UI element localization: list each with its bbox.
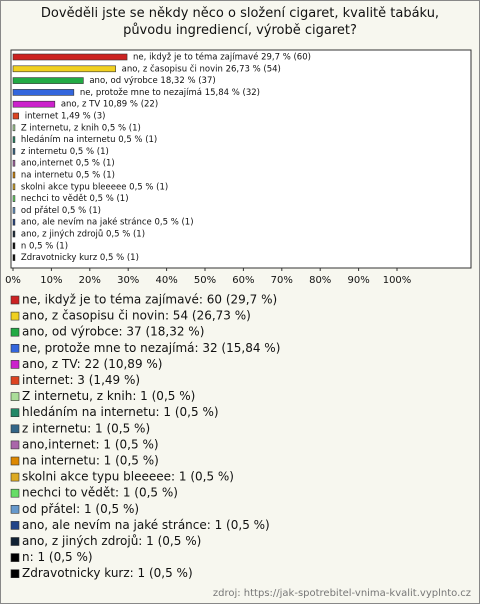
bar xyxy=(12,254,16,261)
legend-swatch xyxy=(10,488,20,498)
legend-swatch xyxy=(10,504,20,514)
bar xyxy=(12,207,16,214)
legend-swatch xyxy=(10,343,20,353)
legend-label: nechci to vědět: 1 (0,5 %) xyxy=(22,486,178,500)
legend-label: ano, z TV: 22 (10,89 %) xyxy=(22,357,162,371)
bar-label: ne, ikdyž je to téma zajímavé 29,7 % (60… xyxy=(133,52,311,63)
legend-swatch xyxy=(10,553,20,562)
bar xyxy=(12,195,16,202)
plot-frame xyxy=(10,49,472,269)
x-tick-label: 50% xyxy=(194,275,216,286)
bar xyxy=(12,242,16,250)
bar-label: nechci to vědět 0,5 % (1) xyxy=(21,194,129,204)
legend-label: skolni akce typu bleeeee: 1 (0,5 %) xyxy=(22,470,234,484)
legend-swatch xyxy=(10,440,20,450)
bar-label: n 0,5 % (1) xyxy=(21,241,68,251)
x-tick-label: 10% xyxy=(40,275,62,286)
legend-label: ano,internet: 1 (0,5 %) xyxy=(22,437,159,451)
bar xyxy=(12,159,16,167)
bar xyxy=(12,65,116,73)
legend-swatch xyxy=(10,327,20,337)
legend-label: na internetu: 1 (0,5 %) xyxy=(22,454,159,468)
bar-label: z internetu 0,5 % (1) xyxy=(21,147,109,157)
legend-label: ano, z jiných zdrojů: 1 (0,5 %) xyxy=(22,534,201,548)
bar xyxy=(12,230,16,238)
legend-label: hledáním na internetu: 1 (0,5 %) xyxy=(22,405,219,419)
legend-label: Zdravotnicky kurz: 1 (0,5 %) xyxy=(22,566,193,580)
legend-label: ano, od výrobce: 37 (18,32 %) xyxy=(22,325,204,339)
bar-label: Z internetu, z knih 0,5 % (1) xyxy=(21,123,141,133)
legend-swatch xyxy=(10,408,20,418)
x-tick-label: 60% xyxy=(232,275,254,286)
x-tick-label: 30% xyxy=(117,275,139,286)
legend-label: ano, ale nevím na jaké stránce: 1 (0,5 %… xyxy=(22,518,270,532)
bar-label: ano,internet 0,5 % (1) xyxy=(21,159,115,169)
bar-label: na internetu 0,5 % (1) xyxy=(21,171,115,181)
bar-label: ano, ale nevím na jaké stránce 0,5 % (1) xyxy=(21,217,194,228)
chart-title: Dověděli jste se někdy něco o složení ci… xyxy=(40,6,440,38)
legend-label: ne, protože mne to nezajímá: 32 (15,84 %… xyxy=(22,341,280,355)
source: zdroj: https://jak-spotrebitel-vnima-kva… xyxy=(213,588,471,599)
bar xyxy=(12,89,75,96)
legend-label: ano, z časopisu či novin: 54 (26,73 %) xyxy=(22,309,251,323)
legend-swatch xyxy=(10,392,20,401)
bar-label: skolni akce typu bleeeee 0,5 % (1) xyxy=(21,182,168,192)
bar xyxy=(12,124,16,132)
legend-swatch xyxy=(10,360,20,369)
legend-swatch xyxy=(10,537,20,546)
bar xyxy=(12,148,16,155)
legend-label: internet: 3 (1,49 %) xyxy=(22,373,140,387)
bar-label: ano, z jiných zdrojů 0,5 % (1) xyxy=(21,229,145,240)
x-tick-label: 40% xyxy=(155,275,177,286)
bar xyxy=(12,53,128,61)
legend-swatch xyxy=(10,311,20,321)
bar xyxy=(12,100,56,108)
bar-label: ne, protože mne to nezajímá 15,84 % (32) xyxy=(80,88,260,98)
bar-label: ano, z TV 10,89 % (22) xyxy=(61,100,158,110)
legend-label: Z internetu, z knih: 1 (0,5 %) xyxy=(22,389,195,403)
x-tick-label: 90% xyxy=(347,275,369,286)
bar-label: Zdravotnicky kurz 0,5 % (1) xyxy=(21,253,139,263)
bar-label: od přátel 0,5 % (1) xyxy=(21,206,101,216)
legend-swatch xyxy=(10,456,20,466)
x-tick-label: 100% xyxy=(383,275,412,286)
bar-label: hledáním na internetu 0,5 % (1) xyxy=(21,135,157,145)
x-tick-label: 0% xyxy=(5,275,21,286)
legend-swatch xyxy=(10,472,20,482)
bar xyxy=(12,77,84,84)
bar-label: ano, z časopisu či novin 26,73 % (54) xyxy=(122,63,281,74)
bar xyxy=(12,183,16,191)
legend-label: n: 1 (0,5 %) xyxy=(22,550,93,564)
legend-swatch xyxy=(10,376,20,385)
legend-swatch xyxy=(10,295,20,305)
bar xyxy=(12,218,16,226)
x-tick-label: 70% xyxy=(271,275,293,286)
bar-label: ano, od výrobce 18,32 % (37) xyxy=(89,76,215,86)
legend-label: ne, ikdyž je to téma zajímavé: 60 (29,7 … xyxy=(22,293,277,307)
legend-label: od přátel: 1 (0,5 %) xyxy=(22,502,139,516)
legend-swatch xyxy=(10,424,20,434)
bar xyxy=(12,112,20,120)
bar xyxy=(12,171,16,179)
legend-label: z internetu: 1 (0,5 %) xyxy=(22,421,150,435)
bar-label: internet 1,49 % (3) xyxy=(25,112,106,122)
x-tick-label: 20% xyxy=(79,275,101,286)
x-tick-label: 80% xyxy=(309,275,331,286)
legend-swatch xyxy=(10,569,20,579)
bar xyxy=(12,136,16,143)
legend-swatch xyxy=(10,521,20,530)
